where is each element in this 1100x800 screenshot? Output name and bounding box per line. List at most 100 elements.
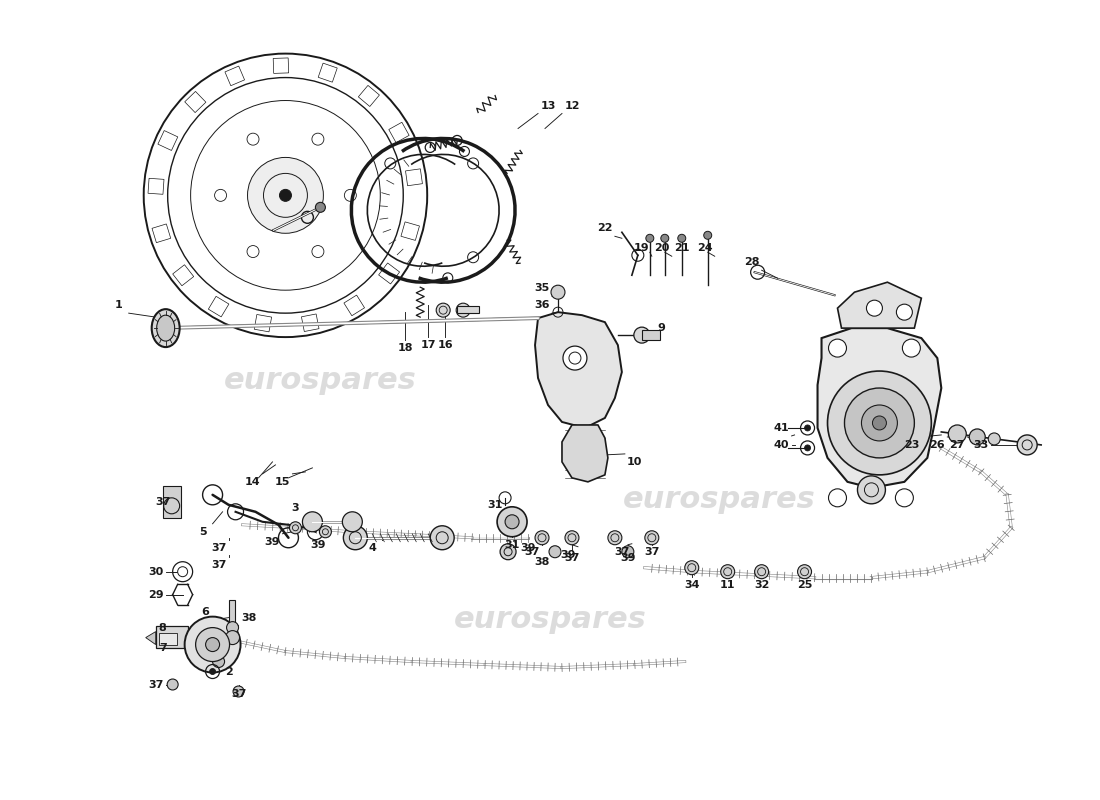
Circle shape xyxy=(500,544,516,560)
Circle shape xyxy=(302,512,322,532)
Circle shape xyxy=(896,304,912,320)
Text: 30: 30 xyxy=(148,566,163,577)
Circle shape xyxy=(437,303,450,317)
Text: 27: 27 xyxy=(949,440,965,450)
Circle shape xyxy=(289,522,301,534)
Text: 34: 34 xyxy=(684,580,700,590)
Text: 39: 39 xyxy=(560,550,575,560)
Circle shape xyxy=(845,388,914,458)
Bar xyxy=(156,626,188,647)
Ellipse shape xyxy=(152,309,179,347)
Text: 9: 9 xyxy=(658,323,666,333)
Polygon shape xyxy=(535,312,622,428)
Text: 3: 3 xyxy=(292,503,299,513)
Text: 39: 39 xyxy=(620,553,636,562)
Text: 39: 39 xyxy=(520,542,536,553)
Circle shape xyxy=(621,546,634,558)
Circle shape xyxy=(969,429,986,445)
Text: 22: 22 xyxy=(597,223,613,234)
Text: 8: 8 xyxy=(158,622,166,633)
Circle shape xyxy=(430,526,454,550)
Circle shape xyxy=(248,246,258,258)
Polygon shape xyxy=(224,66,244,86)
Circle shape xyxy=(343,526,367,550)
Circle shape xyxy=(167,679,178,690)
Circle shape xyxy=(497,507,527,537)
Circle shape xyxy=(248,133,258,145)
Text: 40: 40 xyxy=(773,440,790,450)
Text: 39: 39 xyxy=(310,540,327,550)
Circle shape xyxy=(1018,435,1037,455)
Text: 24: 24 xyxy=(697,243,713,254)
Circle shape xyxy=(720,565,735,578)
Circle shape xyxy=(212,655,224,667)
Text: 33: 33 xyxy=(974,440,989,450)
Circle shape xyxy=(645,530,659,545)
Circle shape xyxy=(279,190,292,202)
Circle shape xyxy=(704,231,712,239)
Polygon shape xyxy=(185,91,206,113)
Text: 37: 37 xyxy=(148,679,164,690)
Polygon shape xyxy=(148,178,164,194)
Circle shape xyxy=(319,526,331,538)
Text: 39: 39 xyxy=(265,537,280,546)
Ellipse shape xyxy=(156,315,175,341)
Circle shape xyxy=(827,371,932,475)
Text: 15: 15 xyxy=(275,477,290,487)
Polygon shape xyxy=(254,314,272,332)
Circle shape xyxy=(551,285,565,299)
Text: 38: 38 xyxy=(535,557,550,566)
Text: 29: 29 xyxy=(147,590,164,600)
Circle shape xyxy=(177,566,188,577)
Circle shape xyxy=(685,561,698,574)
Text: 41: 41 xyxy=(773,423,790,433)
Polygon shape xyxy=(318,63,338,82)
Polygon shape xyxy=(173,265,194,286)
Polygon shape xyxy=(837,282,922,328)
Circle shape xyxy=(456,303,470,317)
Circle shape xyxy=(316,202,326,212)
Circle shape xyxy=(233,686,244,697)
Bar xyxy=(163,486,180,518)
Circle shape xyxy=(798,565,812,578)
Circle shape xyxy=(563,346,587,370)
Text: 25: 25 xyxy=(796,580,812,590)
Text: 4: 4 xyxy=(368,542,376,553)
Text: 37: 37 xyxy=(231,690,246,699)
Text: 16: 16 xyxy=(438,340,453,350)
Circle shape xyxy=(948,425,966,443)
Circle shape xyxy=(646,234,653,242)
Text: eurospares: eurospares xyxy=(453,605,647,634)
Text: 19: 19 xyxy=(634,243,650,254)
Text: 31: 31 xyxy=(505,540,520,550)
Circle shape xyxy=(634,327,650,343)
Polygon shape xyxy=(152,224,170,242)
Circle shape xyxy=(342,512,362,532)
Circle shape xyxy=(210,669,216,674)
Polygon shape xyxy=(208,296,229,317)
Circle shape xyxy=(861,405,898,441)
Circle shape xyxy=(678,234,685,242)
Text: 21: 21 xyxy=(674,243,690,254)
Circle shape xyxy=(196,628,230,662)
Text: 13: 13 xyxy=(540,101,556,110)
Circle shape xyxy=(549,546,561,558)
Text: 28: 28 xyxy=(744,258,759,267)
Text: 32: 32 xyxy=(754,580,769,590)
Text: 38: 38 xyxy=(241,613,256,622)
Circle shape xyxy=(902,339,921,357)
Circle shape xyxy=(755,565,769,578)
Polygon shape xyxy=(158,130,178,150)
Polygon shape xyxy=(301,314,319,331)
Text: 37: 37 xyxy=(564,553,580,562)
Polygon shape xyxy=(344,295,364,316)
Circle shape xyxy=(988,433,1000,445)
Text: 36: 36 xyxy=(535,300,550,310)
Circle shape xyxy=(804,425,811,431)
Circle shape xyxy=(661,234,669,242)
Text: 26: 26 xyxy=(930,440,945,450)
Circle shape xyxy=(895,489,913,507)
Circle shape xyxy=(872,416,887,430)
Circle shape xyxy=(206,638,220,651)
Circle shape xyxy=(535,530,549,545)
